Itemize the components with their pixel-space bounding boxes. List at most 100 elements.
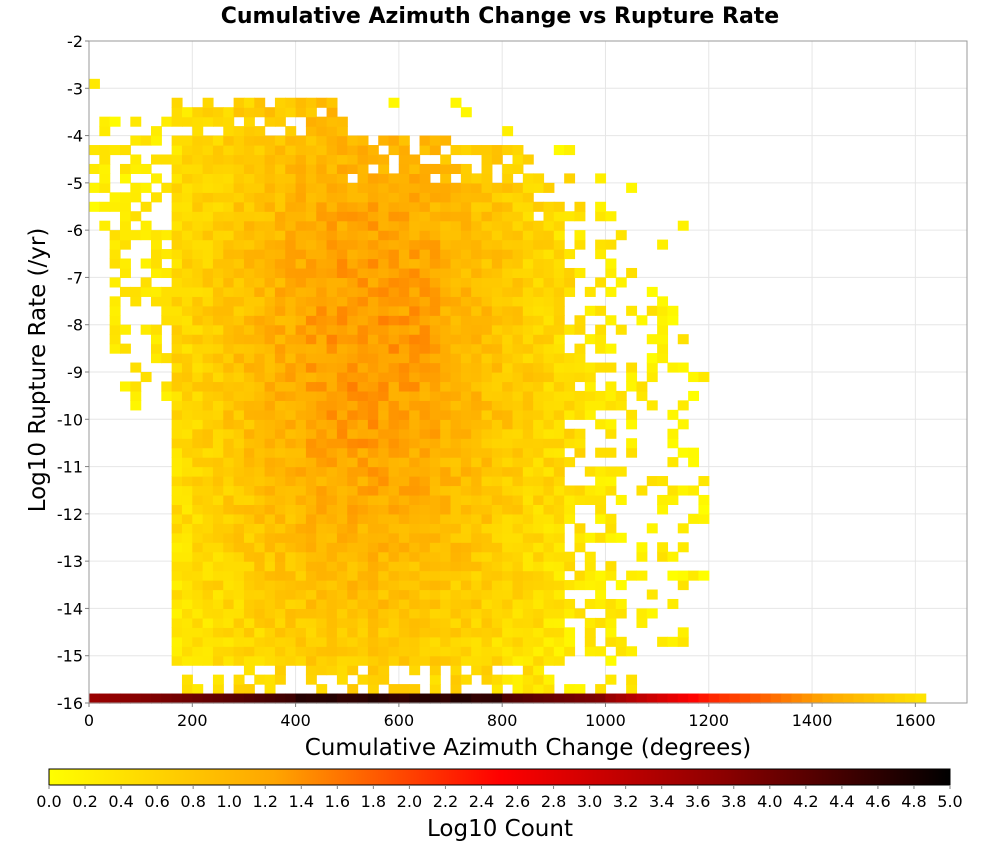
heatmap-cell: [295, 305, 307, 316]
heatmap-cell: [347, 457, 359, 468]
heatmap-cell: [119, 693, 131, 704]
heatmap-cell: [677, 542, 689, 553]
heatmap-cell: [409, 646, 421, 657]
heatmap-cell: [316, 173, 328, 184]
heatmap-cell: [192, 532, 204, 543]
heatmap-cell: [192, 334, 204, 345]
heatmap-cell: [378, 192, 390, 203]
heatmap-cell: [171, 230, 183, 241]
heatmap-cell: [130, 116, 142, 127]
heatmap-cell: [243, 107, 255, 118]
heatmap-cell: [429, 561, 441, 572]
heatmap-cell: [564, 598, 576, 610]
heatmap-cell: [171, 617, 183, 628]
heatmap-cell: [512, 608, 524, 619]
heatmap-cell: [161, 693, 173, 704]
heatmap-cell: [440, 154, 452, 165]
heatmap-cell: [398, 324, 410, 335]
heatmap-cell: [212, 277, 224, 288]
heatmap-cell: [233, 438, 245, 449]
heatmap-cell: [512, 324, 524, 335]
heatmap-cell: [223, 126, 235, 137]
heatmap-cell: [605, 561, 617, 572]
heatmap-cell: [254, 457, 266, 468]
heatmap-cell: [243, 116, 255, 127]
heatmap-cell: [305, 249, 317, 260]
heatmap-cell: [502, 580, 514, 591]
heatmap-cell: [316, 617, 328, 628]
heatmap-cell: [398, 220, 410, 231]
heatmap-cell: [419, 343, 431, 354]
heatmap-cell: [471, 353, 483, 364]
heatmap-cell: [398, 608, 410, 619]
heatmap-cell: [264, 655, 276, 666]
heatmap-cell: [316, 126, 328, 137]
heatmap-cell: [450, 561, 462, 572]
colorbar-tick-label: 4.2: [793, 792, 818, 811]
heatmap-cell: [295, 324, 307, 335]
y-tick-label: -12: [57, 505, 83, 524]
heatmap-cell: [316, 390, 328, 401]
heatmap-cell: [533, 627, 545, 638]
heatmap-cell: [522, 684, 534, 695]
heatmap-cell: [440, 182, 452, 193]
heatmap-cell: [367, 627, 379, 638]
heatmap-cell: [491, 305, 503, 316]
heatmap-cell: [512, 277, 524, 288]
heatmap-cell: [223, 277, 235, 288]
heatmap-cell: [305, 182, 317, 193]
heatmap-cell: [347, 608, 359, 619]
heatmap-cell: [429, 239, 441, 250]
heatmap-cell: [254, 334, 266, 345]
heatmap-cell: [388, 636, 400, 647]
heatmap-cell: [243, 258, 255, 269]
heatmap-cell: [202, 532, 214, 543]
heatmap-cell: [626, 674, 638, 685]
heatmap-cell: [698, 494, 710, 505]
heatmap-cell: [378, 589, 390, 600]
heatmap-cell: [460, 598, 472, 610]
heatmap-cell: [512, 201, 524, 212]
heatmap-cell: [295, 447, 307, 458]
heatmap-cell: [409, 353, 421, 364]
heatmap-cell: [584, 334, 596, 345]
heatmap-cell: [295, 617, 307, 628]
heatmap-cell: [336, 400, 348, 411]
heatmap-cell: [584, 286, 596, 297]
heatmap-cell: [119, 324, 131, 335]
heatmap-cell: [347, 561, 359, 572]
heatmap-cell: [440, 447, 452, 458]
heatmap-cell: [502, 211, 514, 222]
heatmap-cell: [543, 542, 555, 553]
heatmap-cell: [212, 636, 224, 647]
heatmap-cell: [336, 286, 348, 297]
heatmap-cell: [398, 570, 410, 581]
heatmap-cell: [491, 286, 503, 297]
heatmap-cell: [471, 485, 483, 496]
heatmap-cell: [564, 485, 576, 496]
heatmap-cell: [429, 163, 441, 174]
heatmap-cell: [522, 665, 534, 676]
heatmap-cell: [243, 239, 255, 250]
heatmap-cell: [202, 211, 214, 222]
heatmap-cell: [295, 589, 307, 600]
heatmap-cell: [481, 315, 493, 326]
heatmap-cell: [181, 334, 193, 345]
heatmap-cell: [429, 438, 441, 449]
heatmap-cell: [533, 684, 545, 695]
heatmap-cell: [409, 589, 421, 600]
heatmap-cell: [233, 457, 245, 468]
heatmap-cell: [522, 447, 534, 458]
heatmap-cell: [409, 551, 421, 562]
heatmap-cell: [502, 561, 514, 572]
heatmap-cell: [233, 428, 245, 439]
heatmap-cell: [553, 542, 565, 553]
heatmap-cell: [181, 419, 193, 430]
heatmap-cell: [202, 258, 214, 269]
heatmap-cell: [109, 201, 121, 212]
heatmap-cell: [450, 494, 462, 505]
heatmap-cell: [522, 362, 534, 373]
heatmap-cell: [130, 400, 142, 411]
heatmap-cell: [274, 230, 286, 241]
heatmap-cell: [140, 277, 152, 288]
